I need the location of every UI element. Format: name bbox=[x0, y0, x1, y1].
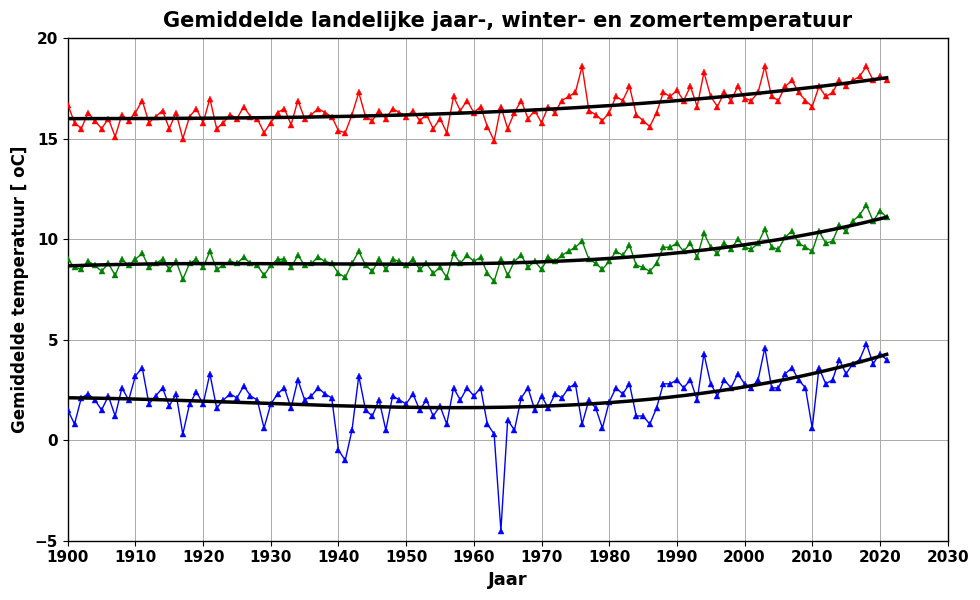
X-axis label: Jaar: Jaar bbox=[488, 571, 527, 589]
Y-axis label: Gemiddelde temperatuur [ oC]: Gemiddelde temperatuur [ oC] bbox=[11, 146, 29, 433]
Title: Gemiddelde landelijke jaar-, winter- en zomertemperatuur: Gemiddelde landelijke jaar-, winter- en … bbox=[163, 11, 853, 31]
